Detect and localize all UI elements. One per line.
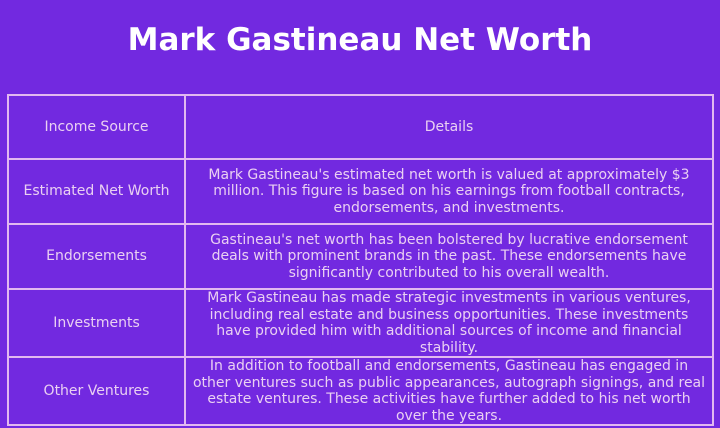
income-source-cell: Estimated Net Worth xyxy=(7,158,186,225)
page-title: Mark Gastineau Net Worth xyxy=(127,22,593,58)
table-row: Endorsements Gastineau's net worth has b… xyxy=(7,223,714,290)
income-source-cell: Other Ventures xyxy=(7,356,186,426)
income-source-cell: Endorsements xyxy=(7,223,186,290)
details-cell: Mark Gastineau has made strategic invest… xyxy=(184,288,714,358)
details-cell: Mark Gastineau's estimated net worth is … xyxy=(184,158,714,225)
net-worth-table: Income Source Details Estimated Net Wort… xyxy=(7,94,714,426)
header-income-source: Income Source xyxy=(7,94,186,160)
income-source-cell: Investments xyxy=(7,288,186,358)
table-row: Investments Mark Gastineau has made stra… xyxy=(7,288,714,358)
details-cell: Gastineau's net worth has been bolstered… xyxy=(184,223,714,290)
header-details: Details xyxy=(184,94,714,160)
table-header-row: Income Source Details xyxy=(7,94,714,160)
details-cell: In addition to football and endorsements… xyxy=(184,356,714,426)
table-row: Other Ventures In addition to football a… xyxy=(7,356,714,426)
table-row: Estimated Net Worth Mark Gastineau's est… xyxy=(7,158,714,225)
